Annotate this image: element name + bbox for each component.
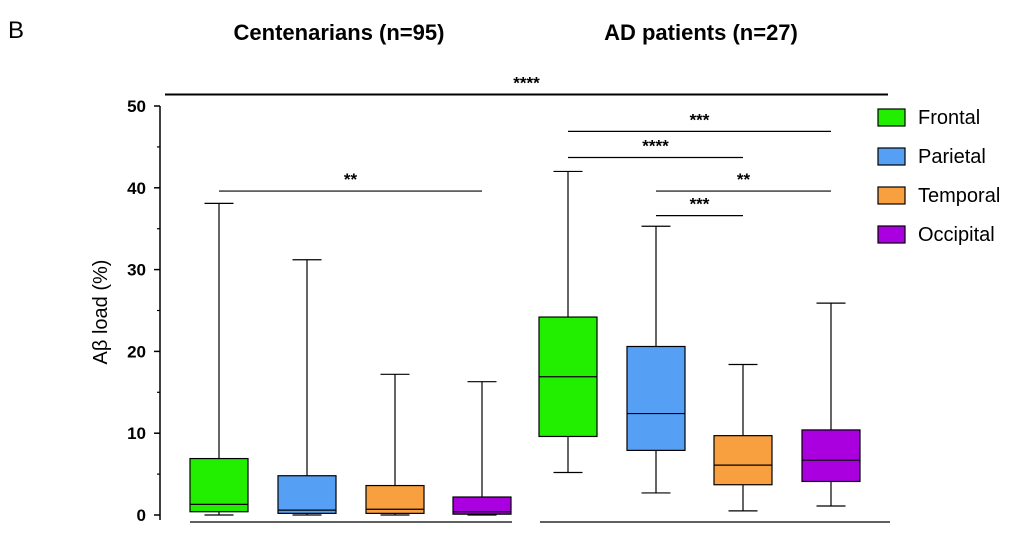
- significance-label: **: [344, 170, 358, 189]
- y-tick-label: 50: [127, 97, 146, 116]
- significance-label: ***: [690, 195, 710, 214]
- legend-label-frontal: Frontal: [918, 107, 980, 129]
- group-title-centenarians: Centenarians (n=95): [234, 20, 445, 45]
- legend-swatch-frontal: [877, 108, 906, 127]
- box-frontal: [189, 457, 249, 513]
- box-parietal: [277, 475, 337, 514]
- legend-swatch-parietal: [877, 147, 906, 166]
- box-occipital: [452, 496, 512, 515]
- significance-label: ****: [642, 137, 669, 156]
- box-parietal: [626, 345, 686, 451]
- box-occipital: [801, 429, 861, 483]
- y-tick-label: 40: [127, 179, 146, 198]
- legend-label-parietal: Parietal: [918, 146, 986, 168]
- legend-label-occipital: Occipital: [918, 224, 995, 246]
- plot-area: 01020304050******************FrontalPari…: [127, 74, 1000, 525]
- legend-label-temporal: Temporal: [918, 185, 1000, 207]
- significance-label: **: [737, 170, 751, 189]
- panel-label: B: [8, 17, 24, 44]
- significance-label: ***: [690, 110, 710, 129]
- y-tick-label: 30: [127, 261, 146, 280]
- y-tick-label: 0: [137, 506, 146, 525]
- significance-label: ****: [513, 74, 540, 93]
- y-axis-label: Aβ load (%): [90, 260, 112, 365]
- legend-swatch-occipital: [877, 225, 906, 244]
- y-tick-label: 10: [127, 424, 146, 443]
- box-temporal: [713, 435, 773, 486]
- y-tick-label: 20: [127, 342, 146, 361]
- legend-swatch-temporal: [877, 186, 906, 205]
- group-title-ad-patients: AD patients (n=27): [604, 20, 798, 45]
